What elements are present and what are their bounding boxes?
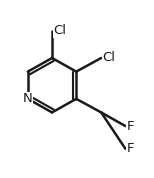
Text: F: F <box>127 120 134 133</box>
Text: Cl: Cl <box>54 24 67 37</box>
Text: Cl: Cl <box>103 51 116 64</box>
Text: F: F <box>127 142 134 155</box>
Text: N: N <box>23 92 33 105</box>
